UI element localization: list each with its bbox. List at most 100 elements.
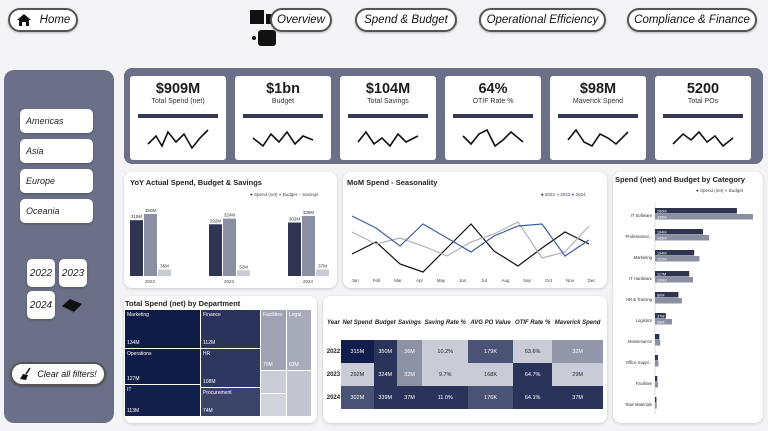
matrix-cell: 36M: [396, 340, 423, 363]
category-bar-budget[interactable]: [655, 361, 659, 367]
matrix-cell: 350M: [373, 340, 397, 363]
kpi-label: Budget: [271, 98, 295, 105]
category-bar-spend[interactable]: [655, 208, 737, 214]
category-data-label: 80M: [657, 293, 664, 297]
yoy-data-label: 339M: [303, 210, 315, 215]
treemap-cell-label: Facilities: [263, 312, 283, 318]
clear-filters-label: Clear all filters!: [37, 369, 97, 379]
treemap-cell-operations[interactable]: Operations 127M: [125, 349, 200, 384]
treemap-cell-minor-3[interactable]: [287, 371, 311, 416]
region-filter-americas[interactable]: Americas: [20, 109, 93, 133]
yoy-bar-budget[interactable]: [144, 214, 157, 276]
category-bar-spend[interactable]: [655, 250, 695, 256]
matrix-cell: 29M: [552, 363, 603, 386]
treemap-cell-label: Operations: [127, 351, 152, 357]
category-bar-spend[interactable]: [655, 313, 666, 319]
kpi-label: Maverick Spend: [572, 98, 624, 105]
category-bar-chart: IT Software 280M 335M Professional... 164M 18…: [625, 202, 753, 414]
home-icon: [16, 14, 31, 26]
treemap-cell-marketing[interactable]: Marketing 134M: [125, 310, 200, 348]
matrix-cell: 292M: [340, 363, 374, 386]
yoy-bar-spend[interactable]: [288, 222, 301, 276]
category-bar-budget[interactable]: [655, 256, 700, 262]
category-label: Maintenance: [628, 339, 653, 344]
kpi-value: $104M: [365, 81, 411, 97]
kpi-sparkline: [672, 130, 734, 148]
treemap-cell-minor-1[interactable]: [261, 371, 286, 393]
mom-month-label: May: [437, 278, 446, 283]
category-bar-spend[interactable]: [655, 355, 658, 361]
yoy-bar-spend[interactable]: [130, 220, 143, 276]
year-filter-2024[interactable]: 2024: [27, 291, 55, 319]
treemap-cell-hr[interactable]: HR 108M: [201, 349, 260, 387]
yoy-bar-savings[interactable]: [316, 269, 329, 276]
category-bar-spend[interactable]: [655, 292, 679, 298]
yoy-bar-budget[interactable]: [223, 218, 236, 276]
mom-line-2024: [351, 215, 590, 257]
matrix-header-row: Year Net Spend Budget Savings Saving Rate % A…: [326, 306, 603, 340]
category-bar-budget[interactable]: [655, 382, 658, 388]
region-filter-europe[interactable]: Europe: [20, 169, 93, 193]
kpi-card: $909M Total Spend (net): [130, 76, 226, 160]
category-bar-spend[interactable]: [655, 376, 658, 382]
yoy-bar-savings[interactable]: [237, 270, 250, 276]
category-data-label: 134M: [657, 251, 667, 255]
mom-line-chart: Jan Feb Mar Apr May Jun Jul Aug Sep Oct Nov Dec: [351, 215, 596, 283]
matrix-cell: 64.1%: [513, 386, 553, 409]
home-button[interactable]: Home: [8, 8, 78, 32]
treemap-cell-procurement[interactable]: Procurement 74M: [201, 388, 260, 416]
category-bar-budget[interactable]: [655, 214, 753, 220]
category-bar-budget[interactable]: [655, 340, 661, 346]
yoy-bar-savings[interactable]: [158, 269, 171, 276]
kpi-card: $98M Maverick Spend: [550, 76, 646, 160]
treemap-cell-it[interactable]: IT 113M: [125, 385, 200, 416]
category-chart-title: Spend (net) and Budget by Category: [615, 175, 746, 184]
region-filter-oceania[interactable]: Oceania: [20, 199, 93, 223]
clear-filters-button[interactable]: Clear all filters!: [10, 362, 106, 386]
category-bar-budget[interactable]: [655, 298, 682, 304]
mom-month-label: Feb: [373, 278, 381, 283]
category-bar-spend[interactable]: [655, 397, 657, 403]
treemap-cell-facilities[interactable]: Facilities 70M: [261, 310, 286, 370]
treemap-cell-value: 127M: [127, 376, 140, 382]
spend-budget-label: Spend & Budget: [364, 14, 448, 26]
category-bar-spend[interactable]: [655, 334, 660, 340]
matrix-header: Year: [327, 320, 340, 326]
category-label: IT Hardware: [629, 276, 653, 281]
matrix-cell: 168K: [468, 363, 513, 386]
treemap-cell-legal[interactable]: Legal 63M: [287, 310, 311, 370]
matrix-cell: 302M: [340, 386, 374, 409]
kpi-value: $1bn: [266, 81, 300, 97]
mom-month-label: Nov: [566, 278, 575, 283]
eraser-icon[interactable]: [60, 296, 84, 314]
yoy-bar-budget[interactable]: [302, 215, 315, 276]
mom-month-label: Jan: [351, 278, 359, 283]
mom-month-label: Oct: [545, 278, 553, 283]
compliance-finance-tab[interactable]: Compliance & Finance: [627, 8, 757, 32]
kpi-label: OTIF Rate %: [472, 98, 514, 105]
treemap-cell-value: 63M: [289, 362, 299, 368]
matrix-cell: 32M: [396, 363, 423, 386]
overview-label: Overview: [277, 14, 325, 26]
year-filter-2022[interactable]: 2022: [27, 259, 55, 287]
treemap-cell-minor-2[interactable]: [261, 394, 286, 416]
category-bar-budget[interactable]: [655, 277, 694, 283]
category-bar-spend[interactable]: [655, 271, 690, 277]
category-bar-spend[interactable]: [655, 229, 703, 235]
operational-efficiency-tab[interactable]: Operational Efficiency: [479, 8, 606, 32]
spend-budget-tab[interactable]: Spend & Budget: [355, 8, 457, 32]
treemap-cell-label: Procurement: [203, 390, 232, 396]
region-filter-asia[interactable]: Asia: [20, 139, 93, 163]
matrix-cell: 9.7%: [422, 363, 469, 386]
year-filter-2023[interactable]: 2023: [59, 259, 87, 287]
category-bar-budget[interactable]: [655, 235, 710, 241]
yoy-bar-spend[interactable]: [209, 224, 222, 276]
category-bar-budget[interactable]: [655, 319, 672, 325]
mom-month-label: Dec: [587, 278, 596, 283]
operational-label: Operational Efficiency: [486, 14, 599, 26]
category-bar-budget[interactable]: [655, 403, 657, 409]
category-data-label: 37M: [657, 314, 664, 318]
overview-tab[interactable]: Overview: [270, 8, 332, 32]
treemap-cell-finance[interactable]: Finance 112M: [201, 310, 260, 348]
matrix-header: OTIF Rate %: [514, 320, 551, 326]
